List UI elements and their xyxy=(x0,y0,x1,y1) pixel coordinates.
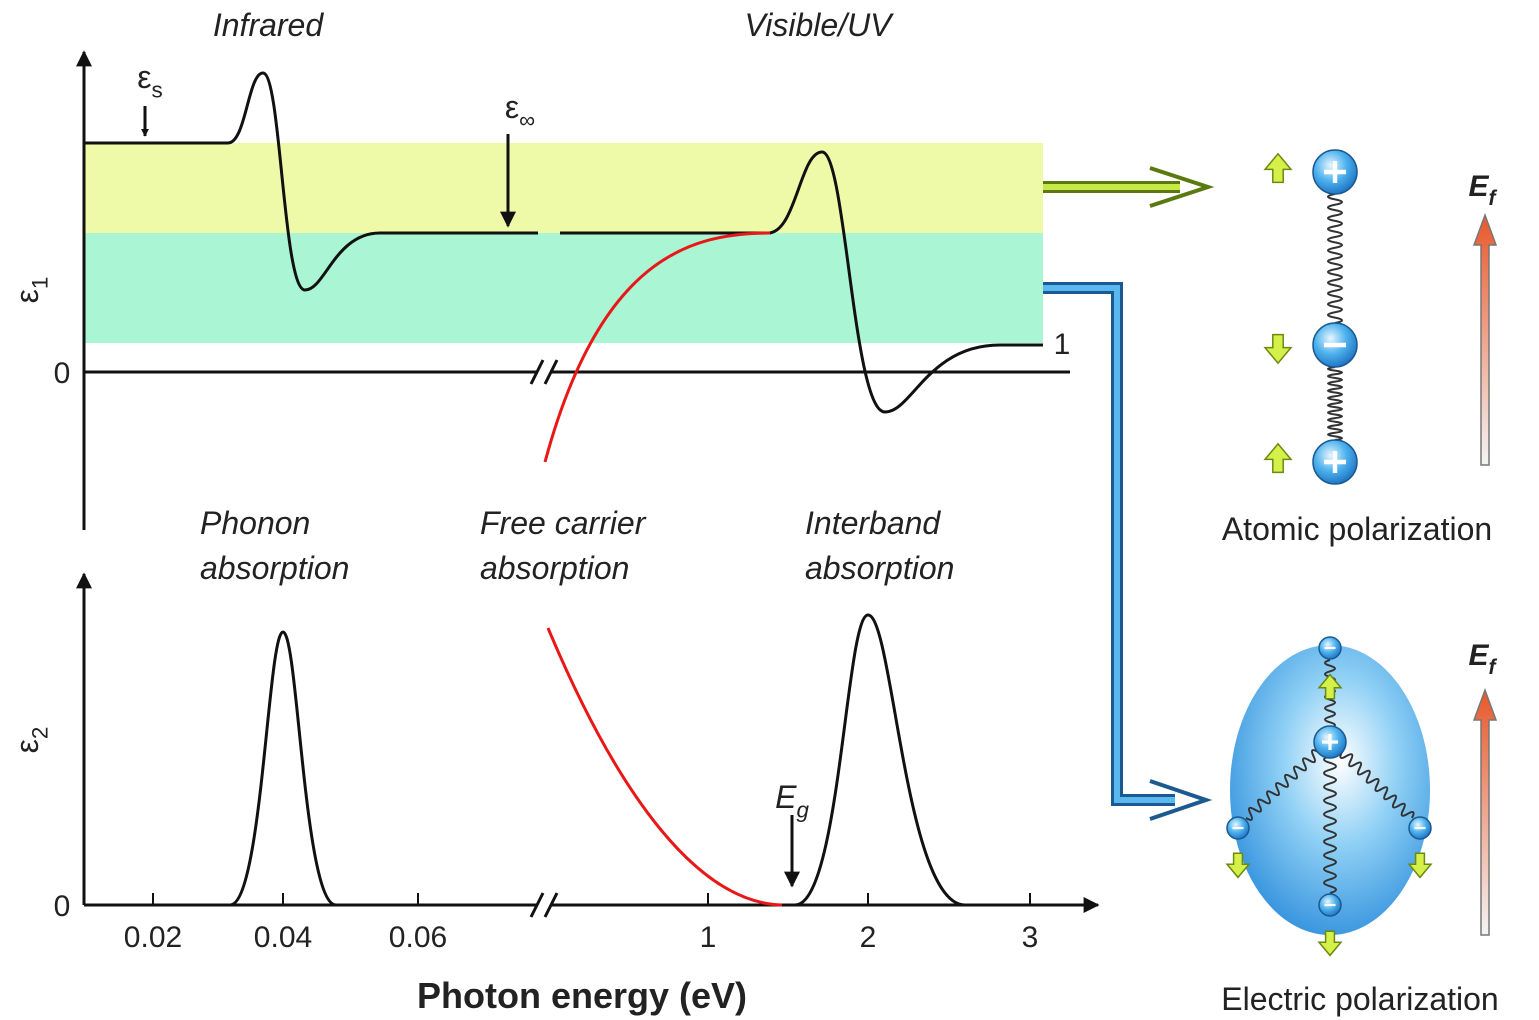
eps-inf-label: ε∞ xyxy=(505,89,535,133)
eps-s-label: εs xyxy=(137,59,162,103)
eps-s-label-subscript: s xyxy=(152,78,163,103)
spring xyxy=(1327,366,1343,441)
eps2-free-carrier-curve xyxy=(546,627,783,907)
displacement-arrow xyxy=(1263,152,1293,184)
displacement-arrow xyxy=(1317,673,1343,700)
axis-break xyxy=(529,359,559,385)
field-label: Ef xyxy=(1468,170,1497,210)
high-polarization-band xyxy=(84,143,1043,233)
charge-sign xyxy=(1324,161,1346,183)
atomic-connector-head xyxy=(1149,166,1215,208)
eps1-axis-label: ε1 xyxy=(9,277,53,304)
gap-label-subscript: g xyxy=(796,798,809,823)
process-label: Free carrier xyxy=(480,505,647,541)
field-arrow xyxy=(1472,212,1498,466)
displacement-arrow xyxy=(1317,930,1343,957)
electric-connector-edge xyxy=(1043,282,1175,806)
field-arrow xyxy=(1472,687,1498,936)
displacement-arrow xyxy=(1263,442,1293,474)
electric-connector-head xyxy=(1149,779,1213,821)
eps1-free-carrier-curve xyxy=(543,231,771,463)
displacement-arrow xyxy=(1407,852,1433,879)
spring xyxy=(1323,755,1337,894)
field-label-subscript: f xyxy=(1489,187,1498,210)
region-label: Infrared xyxy=(213,7,324,43)
electric-label: Electric polarization xyxy=(1221,981,1498,1017)
x-tick-label: 3 xyxy=(1022,921,1039,954)
field-label: Ef xyxy=(1468,639,1497,679)
process-label: absorption xyxy=(200,550,349,586)
eps2-axis-label-subscript: 2 xyxy=(28,727,53,739)
displacement-arrow xyxy=(1225,852,1251,879)
zero-label: 0 xyxy=(54,890,71,923)
field-label-subscript: f xyxy=(1489,656,1498,679)
atomic-label: Atomic polarization xyxy=(1222,511,1492,547)
spring xyxy=(1339,751,1415,819)
eps1-infrared-curve xyxy=(84,71,538,292)
charge-sign xyxy=(1322,734,1338,750)
process-label: absorption xyxy=(480,550,629,586)
axis-break xyxy=(529,892,559,918)
process-label: Phonon xyxy=(200,505,310,541)
field-label-symbol: E xyxy=(1468,170,1489,203)
electric-connector xyxy=(1043,285,1175,803)
spring xyxy=(1245,749,1319,821)
phonon-peak xyxy=(229,630,337,907)
eps1-axis-label-symbol: ε xyxy=(9,289,45,303)
zero-label: 0 xyxy=(54,357,71,390)
eps2-axis-label: ε2 xyxy=(9,727,53,754)
process-label: absorption xyxy=(805,550,954,586)
gap-label-symbol: E xyxy=(775,779,797,815)
spring xyxy=(1327,193,1343,324)
eps1-axis-label-subscript: 1 xyxy=(28,277,53,289)
eps-inf-label-subscript: ∞ xyxy=(519,108,535,133)
low-polarization-band xyxy=(84,233,1043,343)
process-label: Interband xyxy=(805,505,941,541)
region-label: Visible/UV xyxy=(744,7,894,43)
x-tick-label: 0.02 xyxy=(124,921,182,954)
x-tick-label: 1 xyxy=(700,921,717,954)
eps-inf-label-symbol: ε xyxy=(505,89,519,125)
eps1-visible-curve xyxy=(560,150,1043,414)
displacement-arrow xyxy=(1263,333,1293,365)
x-tick-label: 2 xyxy=(860,921,877,954)
gap-label: Eg xyxy=(775,779,809,823)
field-label-symbol: E xyxy=(1468,639,1489,672)
x-tick-label: 0.06 xyxy=(389,921,447,954)
x-tick-label: 0.04 xyxy=(254,921,312,954)
eps-s-label-symbol: ε xyxy=(137,59,151,95)
one-label: 1 xyxy=(1054,328,1071,361)
eps2-axis-label-symbol: ε xyxy=(9,739,45,753)
x-axis-label: Photon energy (eV) xyxy=(417,975,747,1016)
interband-peak xyxy=(794,613,966,907)
charge-sign xyxy=(1324,451,1346,473)
